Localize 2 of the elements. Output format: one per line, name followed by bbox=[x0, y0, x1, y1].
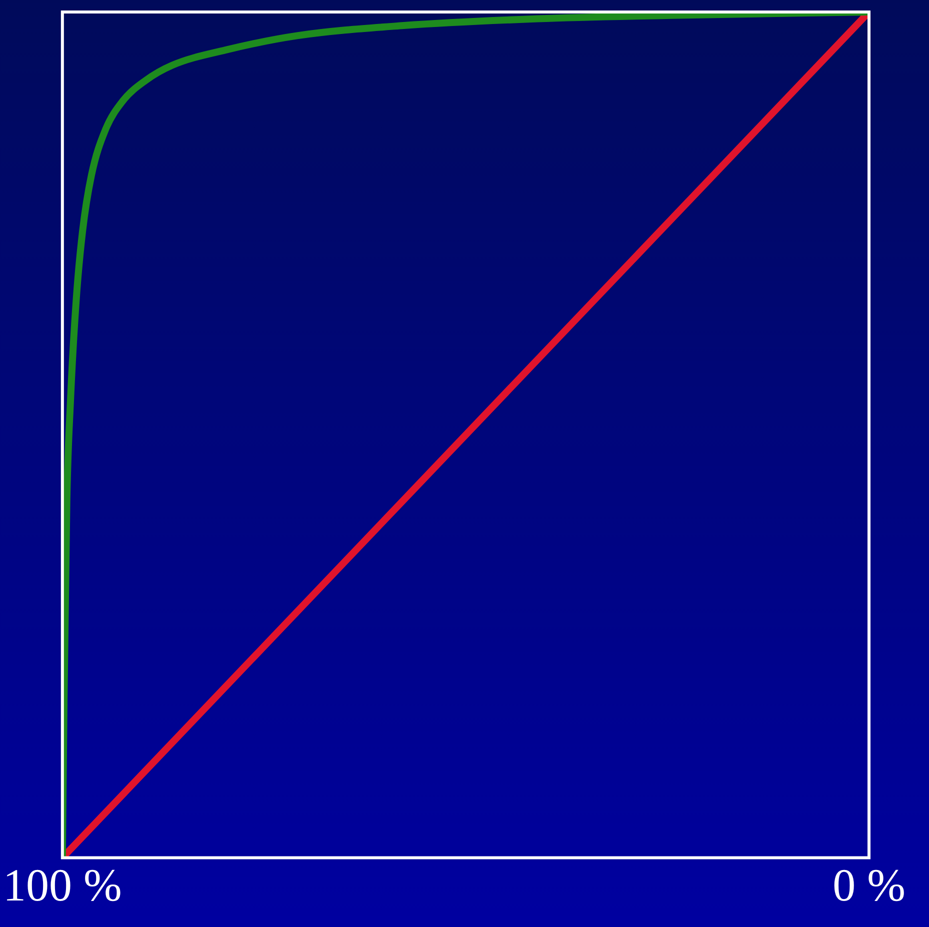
x-tick-label: 0 % bbox=[832, 859, 906, 910]
x-tick-label: 100 % bbox=[2, 859, 122, 910]
